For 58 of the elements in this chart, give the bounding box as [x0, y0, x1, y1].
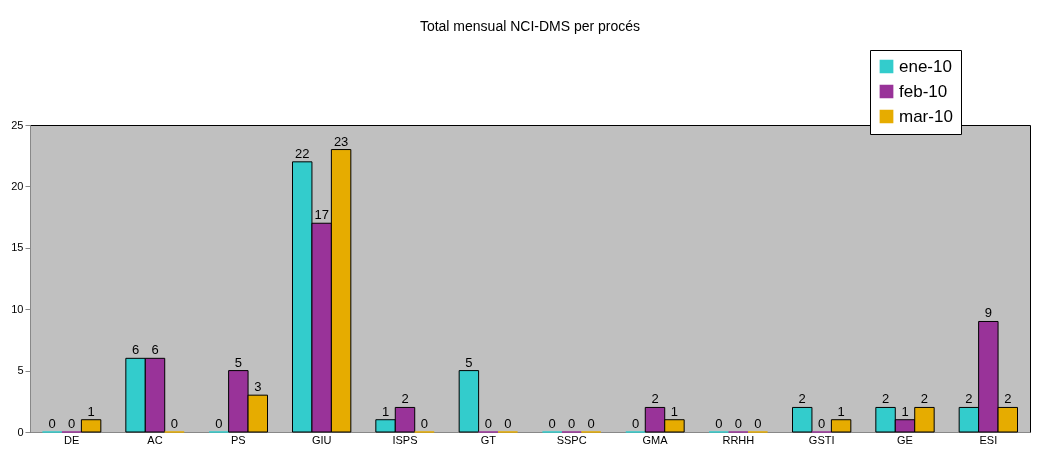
x-tick-label: GT: [480, 433, 497, 446]
x-tick-label: SSPC: [556, 433, 587, 446]
data-label: 0: [548, 416, 556, 431]
x-tick-label: RRHH: [722, 433, 755, 446]
data-label: 0: [48, 416, 56, 431]
data-label: 1: [381, 403, 390, 419]
x-tick-label: GSTI: [808, 433, 835, 446]
x-tick-label: ESI: [979, 433, 998, 446]
data-label: 2: [881, 391, 890, 407]
x-tick-label: GE: [897, 433, 913, 446]
data-label: 0: [170, 416, 179, 431]
legend-label: mar-10: [899, 106, 953, 126]
data-label: 0: [587, 416, 595, 431]
data-label: 3: [254, 379, 262, 395]
data-label: 0: [68, 416, 76, 431]
data-label: 1: [670, 403, 679, 419]
y-tick-label: 25: [11, 118, 24, 131]
x-tick-label: DE: [64, 433, 80, 446]
x-tick-label: GIU: [311, 433, 332, 446]
data-label: 2: [965, 391, 973, 407]
data-label: 2: [401, 391, 409, 407]
data-label: 22: [294, 145, 310, 161]
data-label: 0: [734, 416, 742, 431]
data-label: 0: [818, 416, 826, 431]
data-label: 2: [920, 391, 929, 407]
x-tick-label: AC: [147, 433, 163, 446]
x-tick-label: PS: [230, 433, 246, 446]
data-label: 2: [798, 391, 806, 407]
y-tick-label: 15: [11, 241, 24, 254]
data-label: 0: [215, 416, 223, 431]
chart-title: Total mensual NCI-DMS per procés: [419, 18, 641, 34]
data-label: 17: [314, 207, 329, 223]
x-tick-label: GMA: [642, 433, 669, 446]
y-tick-label: 10: [11, 302, 24, 315]
data-label: 0: [504, 416, 512, 431]
data-label: 1: [837, 403, 845, 419]
legend-label: ene-10: [899, 56, 952, 76]
data-label: 9: [984, 305, 992, 321]
data-label: 0: [568, 416, 576, 431]
data-label: 6: [131, 342, 140, 358]
x-tick-label: ISPS: [392, 433, 418, 446]
data-label: 1: [87, 403, 95, 419]
data-label: 0: [420, 416, 429, 431]
data-label: 2: [651, 391, 659, 407]
data-label: 1: [901, 403, 909, 419]
data-label: 0: [715, 416, 723, 431]
y-tick-label: 20: [11, 179, 24, 192]
legend-label: feb-10: [899, 81, 948, 101]
data-label: 5: [465, 354, 473, 370]
data-label: 0: [754, 416, 762, 431]
data-label: 2: [1004, 391, 1012, 407]
data-label: 23: [333, 133, 349, 149]
y-tick-label: 0: [17, 425, 24, 438]
y-tick-label: 5: [17, 364, 24, 377]
data-label: 0: [484, 416, 492, 431]
data-label: 6: [151, 342, 159, 358]
data-label: 0: [631, 416, 640, 431]
data-label: 5: [234, 354, 242, 370]
